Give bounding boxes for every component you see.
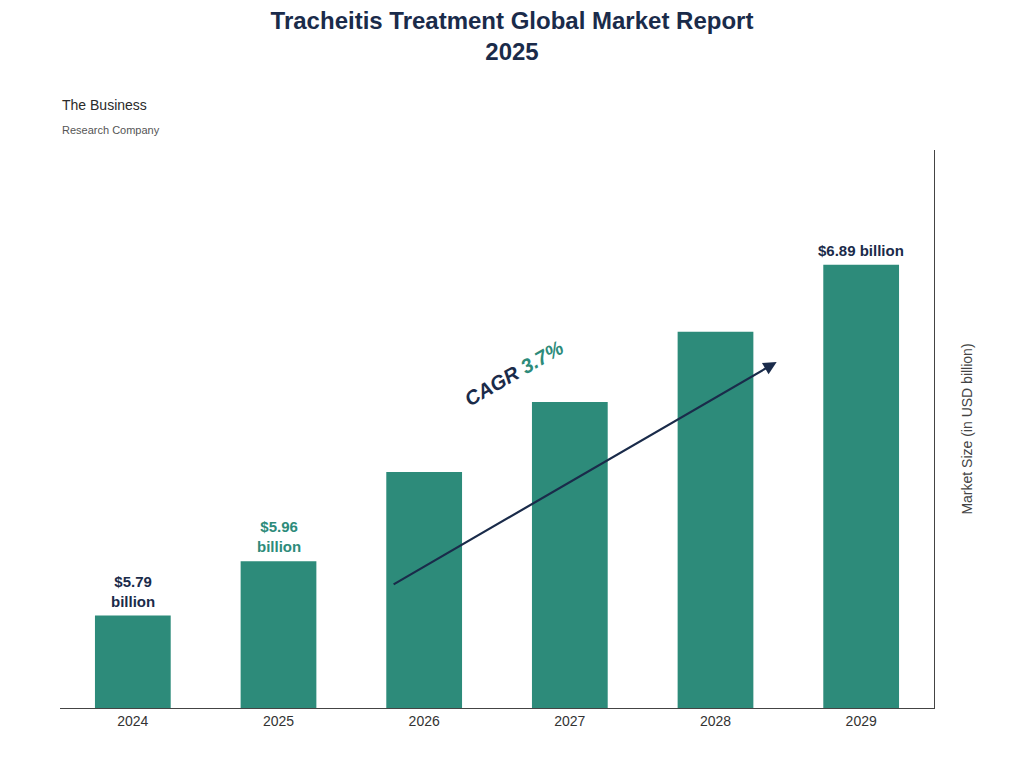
svg-text:2026: 2026 [409, 713, 440, 729]
svg-text:2027: 2027 [554, 713, 585, 729]
svg-text:2024: 2024 [117, 713, 148, 729]
svg-text:Research Company: Research Company [62, 124, 160, 136]
svg-text:$5.79billion: $5.79billion [111, 573, 155, 610]
svg-text:Market Size (in USD billion): Market Size (in USD billion) [959, 343, 975, 514]
svg-text:$6.89 billion: $6.89 billion [818, 242, 904, 259]
svg-text:The Business: The Business [62, 97, 147, 113]
svg-text:$5.96billion: $5.96billion [257, 518, 301, 555]
svg-text:2025: 2025 [263, 713, 294, 729]
svg-text:2029: 2029 [846, 713, 877, 729]
svg-text:CAGR 3.7%: CAGR 3.7% [461, 336, 567, 410]
svg-text:2028: 2028 [700, 713, 731, 729]
svg-text:Tracheitis Treatment Global Ma: Tracheitis Treatment Global Market Repor… [271, 7, 754, 65]
